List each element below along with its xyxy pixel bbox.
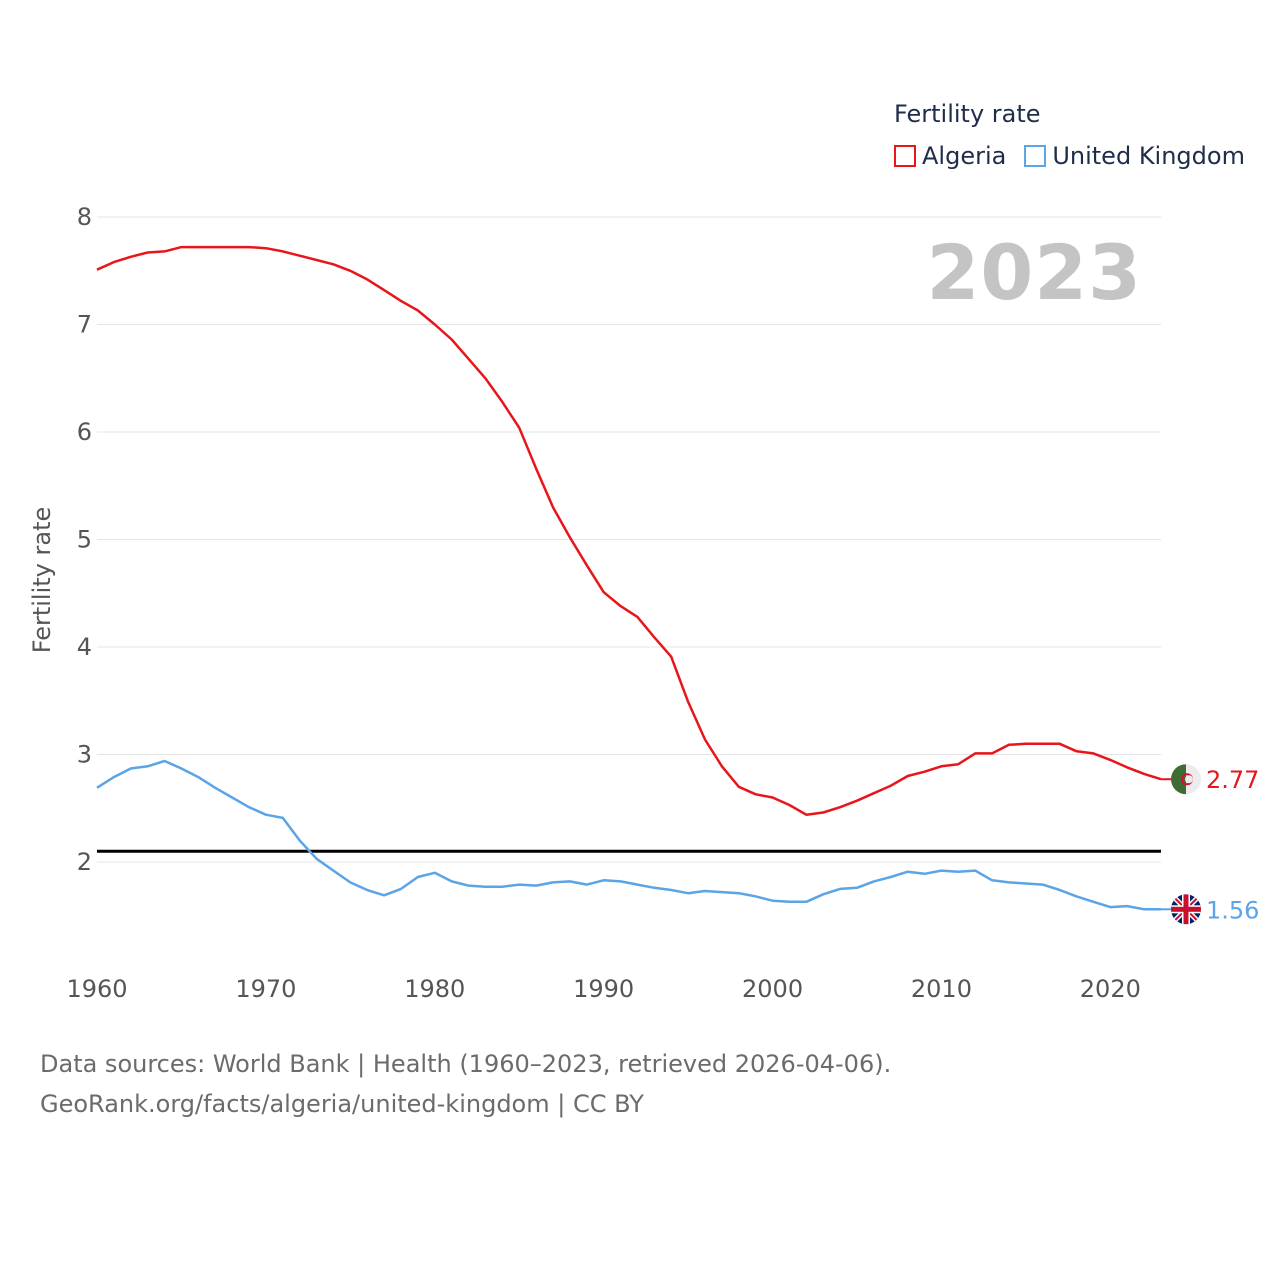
legend-label-united-kingdom: United Kingdom <box>1052 142 1245 170</box>
y-axis-title: Fertility rate <box>28 507 56 654</box>
y-tick-label: 2 <box>77 848 92 876</box>
x-tick-label: 2010 <box>911 975 972 1003</box>
legend: Algeria United Kingdom <box>894 142 1263 170</box>
y-tick-label: 6 <box>77 418 92 446</box>
x-tick-label: 1980 <box>404 975 465 1003</box>
series-line-united-kingdom[interactable] <box>96 759 1161 911</box>
source-link-text[interactable]: GeoRank.org/facts/algeria/united-kingdom… <box>40 1090 644 1118</box>
end-value-label: 2.77 <box>1206 766 1259 794</box>
line-chart: 2 3 4 5 6 7 8 1960 1970 1980 1990 2000 2010 2020 Fer… <box>28 203 1259 1003</box>
legend-swatch-united-kingdom <box>1024 145 1047 167</box>
y-tick-label: 5 <box>77 526 92 554</box>
x-tick-label: 2020 <box>1080 975 1141 1003</box>
end-value-label: 1.56 <box>1206 896 1259 924</box>
y-tick-label: 3 <box>77 741 92 769</box>
x-tick-label: 1970 <box>235 975 296 1003</box>
legend-item-united-kingdom[interactable]: United Kingdom <box>1024 142 1245 170</box>
uk-flag-icon <box>1171 894 1201 925</box>
y-tick-label: 4 <box>77 633 92 661</box>
legend-item-algeria[interactable]: Algeria <box>894 142 1006 170</box>
y-tick-label: 8 <box>77 203 92 231</box>
x-tick-label: 2000 <box>742 975 803 1003</box>
x-tick-label: 1960 <box>66 975 127 1003</box>
algeria-flag-icon <box>1171 764 1201 795</box>
series-line-algeria[interactable] <box>96 245 1162 816</box>
legend-title: Fertility rate <box>894 100 1041 128</box>
x-tick-label: 1990 <box>573 975 634 1003</box>
data-source-text: Data sources: World Bank | Health (1960–… <box>40 1050 892 1078</box>
footer: Data sources: World Bank | Health (1960–… <box>40 1044 891 1124</box>
y-tick-label: 7 <box>77 311 92 339</box>
legend-swatch-algeria <box>894 145 916 167</box>
legend-label-algeria: Algeria <box>922 142 1007 170</box>
current-year-label: 2023 <box>926 228 1142 317</box>
